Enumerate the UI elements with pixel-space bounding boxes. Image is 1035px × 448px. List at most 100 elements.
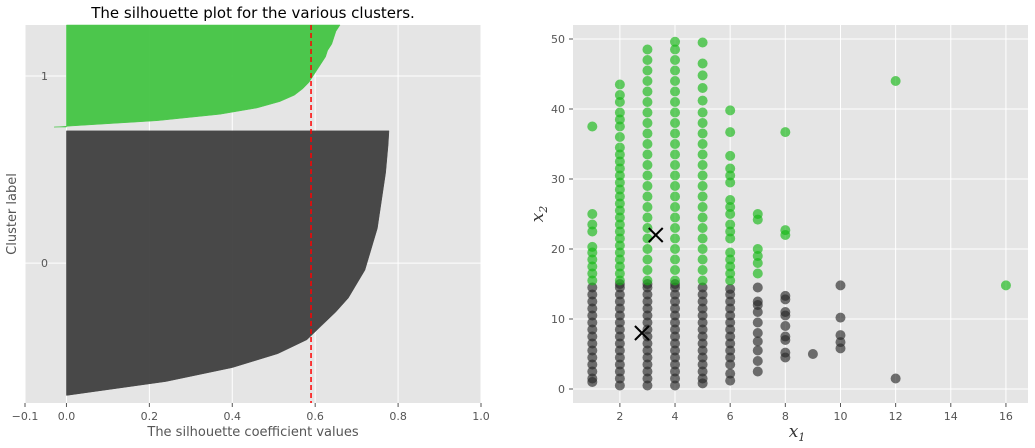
scatter-point bbox=[670, 296, 681, 307]
scatter-point bbox=[614, 254, 625, 265]
scatter-point bbox=[587, 226, 598, 237]
scatter-point bbox=[587, 352, 598, 363]
centroid-marker bbox=[648, 227, 664, 243]
scatter-point bbox=[670, 359, 681, 370]
scatter-point bbox=[725, 233, 736, 244]
scatter-point bbox=[670, 317, 681, 328]
scatter-point bbox=[725, 150, 736, 161]
scatter-point bbox=[642, 118, 653, 128]
scatter-point bbox=[642, 160, 653, 170]
scatter-point bbox=[807, 349, 818, 359]
scatter-x-tick-label: 6 bbox=[727, 410, 734, 423]
scatter-point bbox=[670, 345, 681, 356]
scatter-point bbox=[670, 128, 681, 139]
scatter-y-tick-label: 30 bbox=[551, 173, 565, 186]
silhouette-panel: −0.1 0.0 0.2 0.4 0.6 0.8 1.0 01 The silhouette… bbox=[5, 4, 490, 440]
silhouette-y-label: Cluster label bbox=[5, 173, 20, 255]
scatter-point bbox=[587, 121, 598, 132]
scatter-point bbox=[642, 254, 653, 265]
scatter-point bbox=[697, 37, 708, 48]
scatter-point bbox=[752, 307, 763, 317]
scatter-point bbox=[697, 95, 708, 106]
silhouette-cluster-1 bbox=[54, 24, 341, 128]
scatter-point bbox=[670, 139, 681, 149]
scatter-point bbox=[642, 97, 653, 107]
scatter-point bbox=[614, 142, 625, 153]
scatter-point bbox=[725, 345, 736, 356]
scatter-point bbox=[587, 331, 598, 342]
scatter-point bbox=[642, 317, 653, 328]
scatter-point bbox=[725, 177, 736, 188]
scatter-point bbox=[697, 296, 708, 307]
scatter-point bbox=[780, 127, 791, 138]
scatter-point bbox=[670, 303, 681, 314]
silhouette-x-tick-label: 0.6 bbox=[306, 410, 324, 423]
scatter-point bbox=[725, 226, 736, 237]
scatter-x-tick-label: 10 bbox=[833, 410, 847, 423]
scatter-point bbox=[697, 58, 708, 69]
scatter-point bbox=[697, 310, 708, 321]
scatter-y-tick-label: 50 bbox=[551, 33, 565, 46]
scatter-point bbox=[587, 209, 598, 219]
scatter-point bbox=[614, 268, 625, 279]
scatter-point bbox=[697, 373, 708, 384]
scatter-point bbox=[752, 317, 763, 328]
scatter-point bbox=[642, 366, 653, 377]
scatter-point bbox=[725, 317, 736, 328]
scatter-point bbox=[642, 275, 653, 286]
scatter-point bbox=[642, 55, 653, 65]
scatter-points bbox=[587, 36, 1011, 391]
scatter-point bbox=[725, 268, 736, 279]
scatter-point bbox=[670, 36, 681, 47]
scatter-x-tick-label: 14 bbox=[944, 410, 958, 423]
scatter-point bbox=[725, 195, 736, 205]
scatter-point bbox=[614, 247, 625, 258]
scatter-point bbox=[614, 226, 625, 237]
scatter-y-ticks: 0 10 20 30 40 50 bbox=[551, 33, 573, 396]
scatter-point bbox=[725, 352, 736, 363]
scatter-point bbox=[587, 373, 598, 384]
scatter-point bbox=[725, 338, 736, 349]
silhouette-x-tick-label: 0.4 bbox=[224, 410, 242, 423]
scatter-point bbox=[614, 317, 625, 328]
scatter-point bbox=[670, 202, 681, 212]
scatter-point bbox=[614, 373, 625, 384]
scatter-point bbox=[670, 76, 681, 86]
scatter-point bbox=[670, 55, 681, 65]
silhouette-x-label: The silhouette coefficient values bbox=[146, 425, 358, 440]
scatter-point bbox=[587, 338, 598, 349]
scatter-point bbox=[642, 380, 653, 391]
scatter-point bbox=[670, 191, 681, 202]
scatter-point bbox=[780, 347, 791, 358]
scatter-point bbox=[697, 366, 708, 377]
scatter-point bbox=[890, 373, 901, 384]
scatter-point bbox=[752, 345, 763, 356]
scatter-point bbox=[614, 132, 625, 142]
scatter-point bbox=[752, 209, 763, 219]
scatter-point bbox=[835, 312, 846, 323]
scatter-point bbox=[614, 380, 625, 391]
scatter-point bbox=[670, 289, 681, 300]
scatter-point bbox=[642, 265, 653, 275]
scatter-point bbox=[725, 105, 736, 116]
scatter-point bbox=[1000, 280, 1011, 291]
scatter-point bbox=[614, 212, 625, 223]
scatter-point bbox=[587, 324, 598, 335]
scatter-point bbox=[642, 359, 653, 370]
silhouette-y-ticks: 01 bbox=[41, 70, 48, 270]
scatter-point bbox=[670, 254, 681, 265]
scatter-y-label: x2 bbox=[528, 206, 550, 223]
scatter-point bbox=[642, 352, 653, 363]
silhouette-x-tick-label: 0.2 bbox=[141, 410, 159, 423]
scatter-point bbox=[697, 223, 708, 233]
scatter-point bbox=[697, 352, 708, 363]
scatter-point bbox=[614, 90, 625, 100]
silhouette-y-tick-label: 1 bbox=[41, 70, 48, 83]
scatter-point bbox=[697, 254, 708, 265]
centroid-marker bbox=[634, 325, 650, 341]
scatter-point bbox=[697, 139, 708, 149]
scatter-point bbox=[614, 114, 625, 125]
scatter-point bbox=[670, 244, 681, 254]
scatter-point bbox=[670, 107, 681, 118]
